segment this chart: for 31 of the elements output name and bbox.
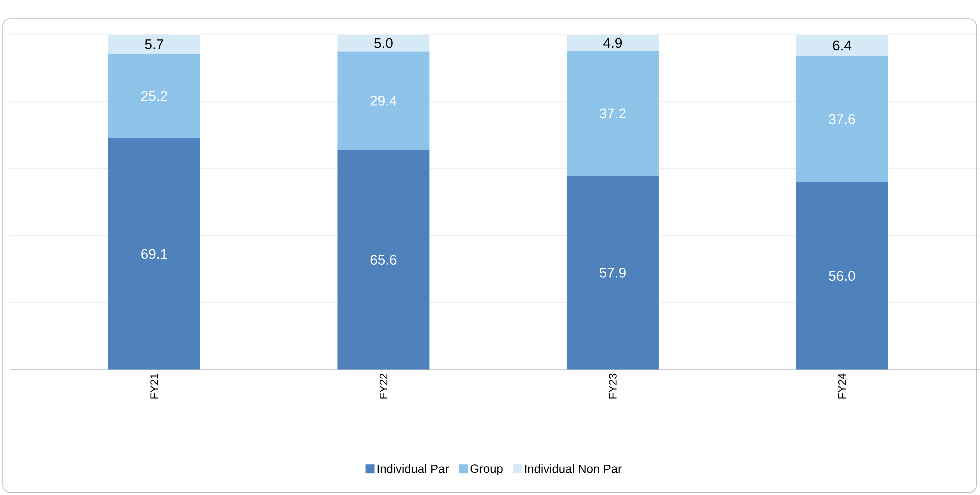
data-label: 29.4: [370, 96, 397, 106]
x-tick-label: FY22: [380, 374, 388, 399]
data-label: 57.9: [600, 268, 626, 278]
legend-label: Individual Par: [378, 464, 449, 474]
bar: [566, 35, 659, 52]
bar: [108, 35, 200, 54]
bar: [338, 52, 430, 150]
data-label: 37.2: [600, 108, 626, 119]
bar: [566, 176, 659, 370]
legend-label: Individual Non Par: [525, 464, 622, 474]
bar: [338, 35, 430, 52]
bar: [796, 182, 888, 370]
bar: [796, 56, 888, 182]
data-label: 5.7: [145, 40, 164, 50]
bar: [796, 35, 888, 56]
data-label: 69.1: [142, 249, 168, 260]
bar: [338, 150, 430, 370]
data-label: 5.0: [374, 38, 393, 48]
data-label: 65.6: [370, 255, 397, 266]
data-label: 4.9: [604, 38, 622, 48]
x-tick-label: FY21: [150, 374, 158, 399]
data-label: 6.4: [833, 40, 852, 51]
data-label: 25.2: [142, 91, 168, 102]
data-label: 56.0: [829, 271, 856, 282]
x-tick-label: FY24: [838, 374, 846, 399]
bar: [108, 138, 200, 370]
x-tick-label: FY23: [609, 374, 617, 399]
bar: [108, 54, 200, 139]
legend-label: Group: [470, 464, 503, 476]
bar: [566, 51, 659, 176]
data-label: 37.6: [829, 114, 856, 124]
